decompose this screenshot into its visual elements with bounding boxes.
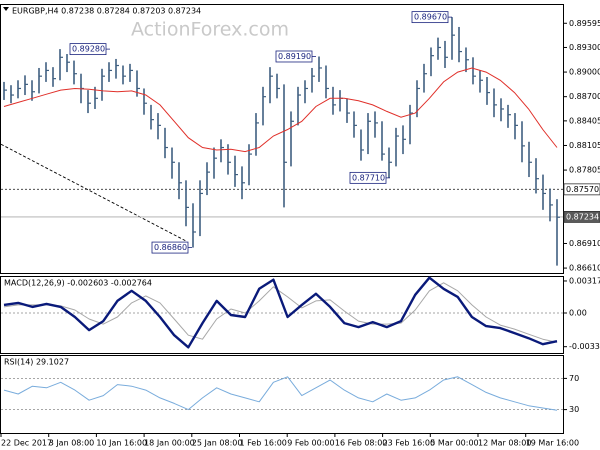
panel-title: MACD(12,26,9) -0.002603 -0.002764 [4,279,152,288]
y-tick-label: 0.89000 [569,68,600,77]
y-tick-label: 0.88105 [569,141,600,150]
x-tick-label: 10 Jan 16:00 [96,439,147,448]
y-tick-label: 30 [569,405,579,414]
y-tick-label: 0.86610 [569,264,600,273]
x-tick-label: 25 Jan 08:00 [192,439,243,448]
panel-frame [0,355,564,434]
level-label: 0.89670 [414,13,447,22]
x-tick-label: 22 Dec 2017 [1,439,52,448]
y-tick-label: 0.88700 [569,92,600,101]
y-tick-label: -0.003344 [569,342,600,351]
x-tick-label: 3 Jan 08:00 [49,439,95,448]
y-tick-label: 0.88405 [569,116,600,125]
moving-average [3,67,558,153]
y-tick-label: 0.89595 [569,19,600,28]
level-label: 0.86860 [154,243,187,252]
x-tick-label: 18 Jan 00:00 [144,439,195,448]
price-box-label: 0.87570 [566,185,599,194]
level-label: 0.89190 [278,52,311,61]
y-tick-label: 0.00 [569,308,587,317]
x-tick-label: 5 Mar 00:00 [430,439,478,448]
panel-title: EURGBP,H4 0.87238 0.87284 0.87203 0.8723… [12,7,201,16]
y-tick-label: 0.89300 [569,43,600,52]
x-tick-label: 16 Feb 08:00 [335,439,387,448]
price-box-label: 0.87234 [566,212,599,221]
y-tick-label: 0.87805 [569,166,600,175]
panel-frame [0,276,564,354]
watermark: ActionForex.com [131,19,289,41]
indicator-line [3,282,558,343]
indicator-line [3,276,558,349]
symbol-menu-arrow [3,7,9,11]
y-tick-label: 0.86910 [569,239,600,248]
indicator-line [3,376,558,411]
price-box [563,183,600,196]
level-label: 0.89280 [72,45,105,54]
x-tick-label: 12 Mar 08:00 [478,439,531,448]
x-tick-label: 23 Feb 16:00 [383,439,435,448]
x-tick-label: 9 Feb 00:00 [287,439,334,448]
level-label: 0.87710 [352,173,385,182]
y-tick-label: 0.003177 [569,276,600,285]
price-box [563,211,600,223]
x-tick-label: 1 Feb 16:00 [240,439,287,448]
y-tick-label: 70 [569,374,579,383]
x-tick-label: 19 Mar 16:00 [526,439,579,448]
panel-title: RSI(14) 29.1027 [4,358,69,367]
panel-frame [0,4,564,274]
